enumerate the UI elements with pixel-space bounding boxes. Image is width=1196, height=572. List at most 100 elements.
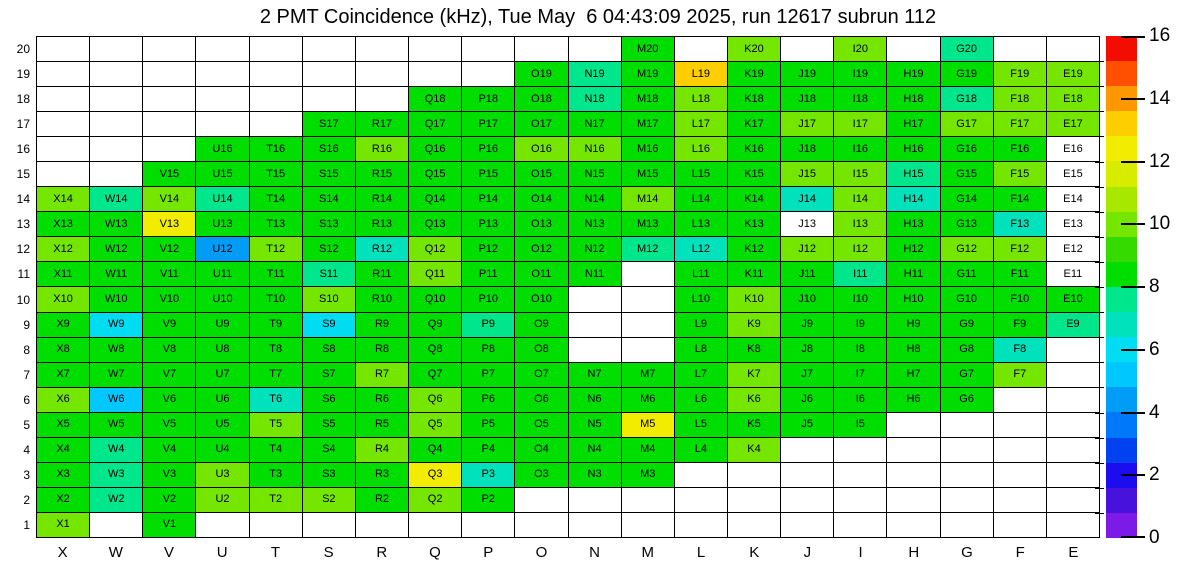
- heatmap-cell-J9: J9: [781, 312, 834, 337]
- heatmap-cell-Q9: Q9: [409, 312, 462, 337]
- heatmap-cell-K18: K18: [727, 87, 781, 112]
- heatmap-cell-L10: L10: [674, 287, 727, 312]
- heatmap-cell-L15: L15: [674, 162, 727, 187]
- heatmap-cell-W17: [90, 112, 143, 137]
- heatmap-cell-X14: X14: [37, 187, 90, 212]
- heatmap-cell-W8: W8: [90, 337, 143, 362]
- heatmap-cell-I8: I8: [834, 337, 887, 362]
- heatmap-cell-Q13: Q13: [409, 212, 462, 237]
- heatmap-cell-V20: [143, 37, 196, 62]
- heatmap-cell-Q20: [409, 37, 462, 62]
- heatmap-cell-Q3: Q3: [409, 462, 462, 487]
- heatmap-cell-S16: S16: [302, 137, 355, 162]
- heatmap-cell-S1: [302, 512, 355, 537]
- heatmap-cell-S17: S17: [302, 112, 355, 137]
- heatmap-cell-G20: G20: [940, 37, 993, 62]
- right-frame-tick: [1095, 236, 1104, 238]
- heatmap-cell-W4: W4: [90, 437, 143, 462]
- y-axis-label: 20: [16, 41, 30, 56]
- heatmap-cell-G7: G7: [940, 362, 993, 387]
- heatmap-cell-J16: J18: [781, 137, 834, 162]
- heatmap-cell-O12: O12: [515, 237, 568, 262]
- colorbar-band: [1106, 186, 1137, 212]
- heatmap-cell-K4: K4: [727, 437, 781, 462]
- heatmap-cell-G11: G11: [940, 262, 993, 287]
- heatmap-cell-R18: [355, 87, 409, 112]
- heatmap-cell-G8: G8: [940, 337, 993, 362]
- heatmap-cell-G9: G9: [940, 312, 993, 337]
- y-axis-label: 5: [23, 418, 30, 433]
- x-axis-label: S: [323, 543, 334, 561]
- heatmap-cell-L20: [674, 37, 727, 62]
- heatmap-cell-M10: [621, 287, 674, 312]
- x-axis-label: H: [908, 543, 920, 561]
- heatmap-cell-S4: S4: [302, 437, 355, 462]
- heatmap-cell-R7: R7: [355, 362, 409, 387]
- heatmap-cell-K19: K19: [727, 62, 781, 87]
- heatmap-cell-L3: [674, 462, 727, 487]
- heatmap-cell-E18: E18: [1046, 87, 1099, 112]
- heatmap-cell-T20: [249, 37, 302, 62]
- heatmap-cell-T11: T11: [249, 262, 302, 287]
- colorbar-tick-label: 6: [1149, 338, 1160, 360]
- heatmap-cell-M3: M3: [621, 462, 674, 487]
- heatmap-cell-R3: R3: [355, 462, 409, 487]
- heatmap-cell-W7: W7: [90, 362, 143, 387]
- heatmap-cell-X10: X10: [37, 287, 90, 312]
- heatmap-cell-U11: U11: [196, 262, 249, 287]
- heatmap-cell-P12: P12: [462, 237, 515, 262]
- colorbar-band: [1106, 161, 1137, 187]
- heatmap-cell-V9: V9: [143, 312, 196, 337]
- heatmap-cell-M1: [621, 512, 674, 537]
- heatmap-cell-O5: O5: [515, 412, 568, 437]
- heatmap-cell-W5: W5: [90, 412, 143, 437]
- heatmap-cell-I10: I10: [834, 287, 887, 312]
- heatmap-cell-E11: E11: [1046, 262, 1099, 287]
- heatmap-cell-R19: [355, 62, 409, 87]
- heatmap-cell-J14: J14: [781, 187, 834, 212]
- heatmap-cell-N10: [568, 287, 621, 312]
- heatmap-cell-X19: [37, 62, 90, 87]
- heatmap-cell-H17: H17: [887, 112, 940, 137]
- heatmap-cell-M13: M13: [621, 212, 674, 237]
- heatmap-cell-E16: E16: [1046, 137, 1099, 162]
- heatmap-cell-T12: T12: [249, 237, 302, 262]
- heatmap-cell-P17: P17: [462, 112, 515, 137]
- y-axis-label: 11: [17, 267, 30, 282]
- heatmap-cell-G14: G14: [940, 187, 993, 212]
- heatmap-cell-O20: [515, 37, 568, 62]
- heatmap-cell-M14: M14: [621, 187, 674, 212]
- heatmap-cell-O11: O11: [515, 262, 568, 287]
- y-axis-label: 6: [23, 392, 30, 407]
- x-axis-label: X: [57, 543, 68, 561]
- colorbar-tick: [1121, 536, 1145, 538]
- heatmap-cell-U4: U4: [196, 437, 249, 462]
- heatmap-cell-G17: G17: [940, 112, 993, 137]
- heatmap-cell-X7: X7: [37, 362, 90, 387]
- heatmap-cell-X2: X2: [37, 487, 90, 512]
- heatmap-cell-R20: [355, 37, 409, 62]
- heatmap-cell-T17: [249, 112, 302, 137]
- heatmap-cell-O8: O8: [515, 337, 568, 362]
- heatmap-cell-E1: [1046, 512, 1099, 537]
- heatmap-cell-N16: N16: [568, 137, 621, 162]
- heatmap-cell-R4: R4: [355, 437, 409, 462]
- x-axis-label: P: [483, 543, 494, 561]
- heatmap-cell-V10: V10: [143, 287, 196, 312]
- heatmap-cell-R9: R9: [355, 312, 409, 337]
- heatmap-cell-T19: [249, 62, 302, 87]
- right-frame-tick: [1095, 312, 1104, 314]
- heatmap-cell-V17: [143, 112, 196, 137]
- heatmap-cell-F9: F9: [993, 312, 1046, 337]
- heatmap-cell-T5: T5: [249, 412, 302, 437]
- heatmap-cell-I9: I9: [834, 312, 887, 337]
- heatmap-cell-U9: U9: [196, 312, 249, 337]
- right-frame-tick: [1095, 261, 1104, 263]
- right-frame-tick: [1095, 437, 1104, 439]
- heatmap-cell-T18: [249, 87, 302, 112]
- heatmap-cell-N15: N15: [568, 162, 621, 187]
- heatmap-cell-F3: [993, 462, 1046, 487]
- heatmap-cell-K14: K14: [727, 187, 781, 212]
- x-axis-label: F: [1015, 543, 1025, 561]
- heatmap-cell-S8: S8: [302, 337, 355, 362]
